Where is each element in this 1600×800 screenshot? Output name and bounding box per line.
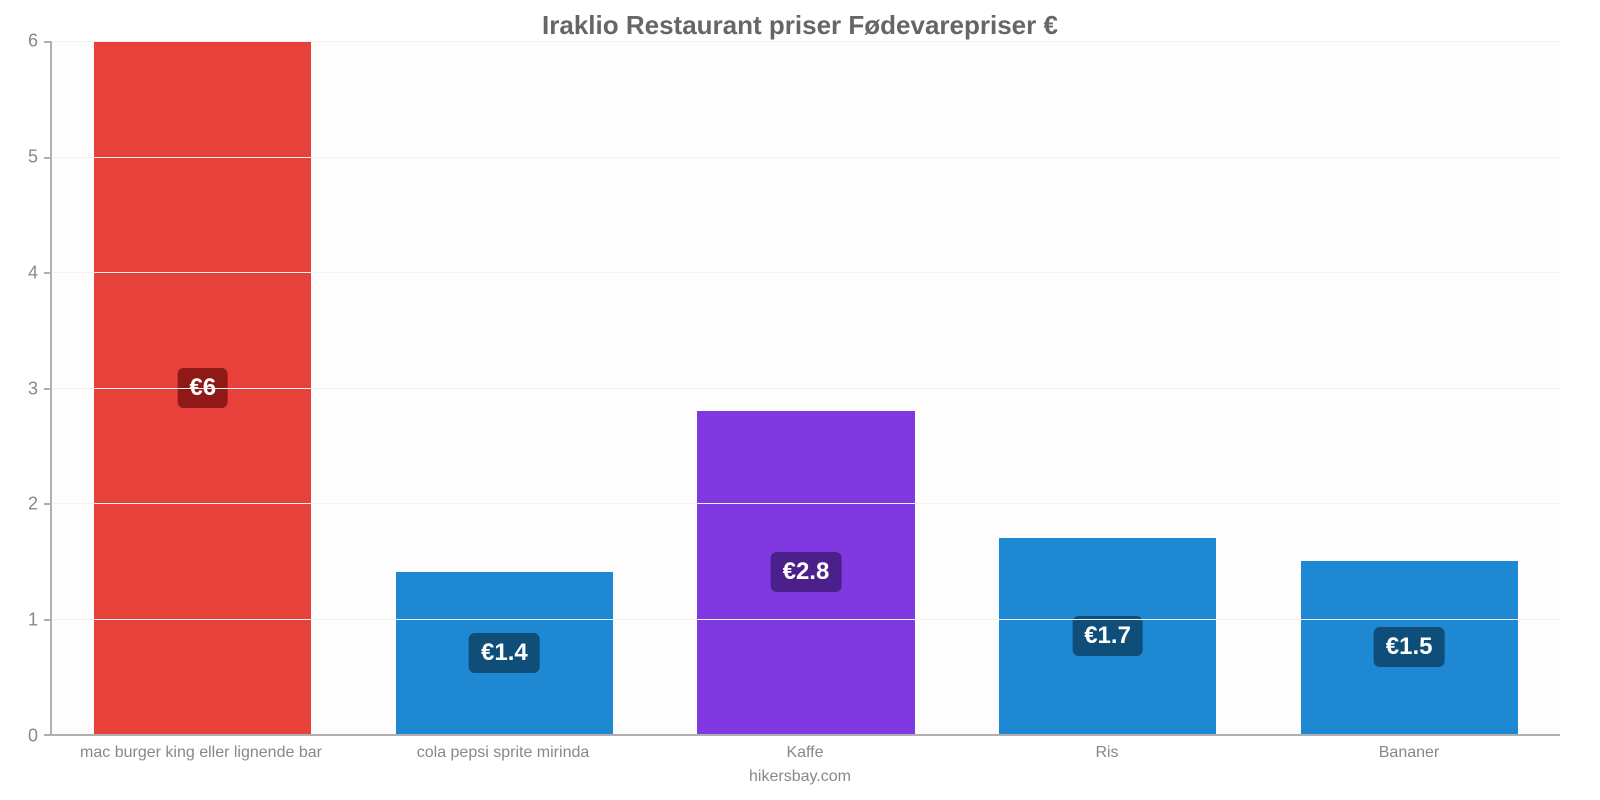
gridline xyxy=(46,388,1560,389)
plot-row: 0123456 €6€1.4€2.8€1.7€1.5 xyxy=(0,41,1600,736)
y-tick-label: 2 xyxy=(28,494,38,515)
gridline xyxy=(46,734,1560,735)
value-badge: €2.8 xyxy=(771,552,842,592)
y-tick-label: 5 xyxy=(28,146,38,167)
bar: €1.5 xyxy=(1301,561,1518,734)
x-tick-label: Bananer xyxy=(1258,736,1560,762)
y-tick-label: 6 xyxy=(28,31,38,52)
y-tick-mark xyxy=(44,734,52,736)
y-tick-label: 1 xyxy=(28,610,38,631)
y-tick-mark xyxy=(44,619,52,621)
x-tick-label: Kaffe xyxy=(654,736,956,762)
value-badge: €1.4 xyxy=(469,633,540,673)
y-tick-mark xyxy=(44,503,52,505)
bar: €1.4 xyxy=(396,572,613,734)
chart-footer: hikersbay.com xyxy=(0,762,1600,800)
value-badge: €1.5 xyxy=(1374,627,1445,667)
price-bar-chart: Iraklio Restaurant priser Fødevarepriser… xyxy=(0,0,1600,800)
y-tick-label: 4 xyxy=(28,262,38,283)
y-tick-mark xyxy=(44,157,52,159)
gridline xyxy=(46,619,1560,620)
y-tick-mark xyxy=(44,272,52,274)
x-tick-label: Ris xyxy=(956,736,1258,762)
gridline xyxy=(46,157,1560,158)
value-badge: €1.7 xyxy=(1072,616,1143,656)
y-tick-label: 0 xyxy=(28,726,38,747)
x-tick-label: mac burger king eller lignende bar xyxy=(50,736,352,762)
gridline xyxy=(46,41,1560,42)
gridline xyxy=(46,272,1560,273)
bar: €1.7 xyxy=(999,538,1216,734)
gridline xyxy=(46,503,1560,504)
x-axis: mac burger king eller lignende barcola p… xyxy=(50,736,1560,762)
bar: €2.8 xyxy=(697,411,914,734)
y-axis: 0123456 xyxy=(0,41,50,736)
y-tick-mark xyxy=(44,388,52,390)
x-tick-label: cola pepsi sprite mirinda xyxy=(352,736,654,762)
y-tick-mark xyxy=(44,41,52,43)
chart-title: Iraklio Restaurant priser Fødevarepriser… xyxy=(0,0,1600,41)
plot-area: €6€1.4€2.8€1.7€1.5 xyxy=(50,41,1560,736)
y-tick-label: 3 xyxy=(28,378,38,399)
